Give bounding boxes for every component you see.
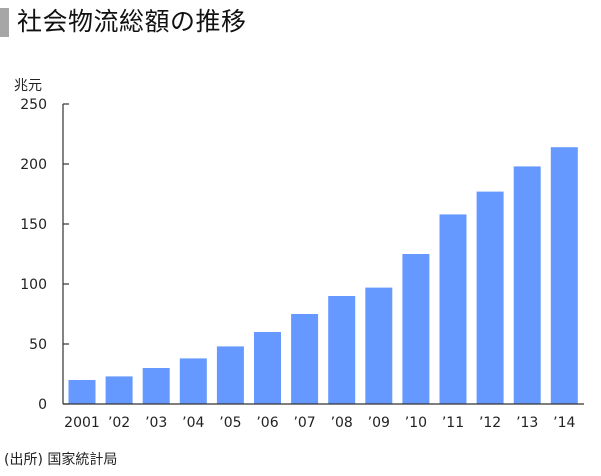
bar-10 xyxy=(439,214,467,404)
x-tick-label-7: ’08 xyxy=(331,415,353,431)
bar-3 xyxy=(179,358,207,404)
y-ticks-group: 0 50 100 150 200 250 xyxy=(20,97,47,413)
y-tick-label-1: 50 xyxy=(29,337,47,353)
x-tick-label-10: ’11 xyxy=(442,415,464,431)
x-tick-label-13: ’14 xyxy=(553,415,575,431)
bar-2 xyxy=(142,368,170,404)
bar-0 xyxy=(68,380,96,404)
x-tick-label-9: ’10 xyxy=(405,415,427,431)
chart-title: 社会物流総額の推移 xyxy=(17,7,247,36)
title-accent-bar xyxy=(0,8,9,37)
axes-group xyxy=(62,103,584,405)
x-tick-label-8: ’09 xyxy=(368,415,390,431)
bar-12 xyxy=(513,166,541,404)
bar-1 xyxy=(105,376,133,404)
y-tick-label-0: 0 xyxy=(38,397,47,413)
bar-8 xyxy=(365,287,393,404)
bar-7 xyxy=(328,296,356,404)
bar-5 xyxy=(254,332,281,404)
bars-group xyxy=(68,147,578,404)
bar-4 xyxy=(216,346,244,404)
y-axis-unit-label: 兆元 xyxy=(14,78,42,94)
x-tick-label-2: ’03 xyxy=(145,415,167,431)
x-tick-label-0: 2001 xyxy=(64,415,100,431)
y-tick-label-2: 100 xyxy=(20,277,47,293)
bar-9 xyxy=(402,254,430,404)
x-tick-label-6: ’07 xyxy=(293,415,315,431)
bar-11 xyxy=(476,191,504,404)
x-tick-label-5: ’06 xyxy=(256,415,278,431)
source-note: (出所) 国家統計局 xyxy=(4,452,118,468)
y-tick-label-4: 200 xyxy=(20,157,47,173)
x-tick-label-4: ’05 xyxy=(219,415,241,431)
bar-13 xyxy=(550,147,578,404)
y-tick-label-5: 250 xyxy=(20,97,47,113)
y-tick-label-3: 150 xyxy=(20,217,47,233)
x-tick-label-1: ’02 xyxy=(108,415,130,431)
x-tick-label-12: ’13 xyxy=(516,415,538,431)
x-tick-label-11: ’12 xyxy=(479,415,501,431)
x-tick-label-3: ’04 xyxy=(182,415,204,431)
x-ticks-group: 2001 ’02 ’03 ’04 ’05 ’06 ’07 ’08 ’09 ’10 ’11 ’12 ’13… xyxy=(64,415,575,431)
bar-6 xyxy=(291,314,319,404)
